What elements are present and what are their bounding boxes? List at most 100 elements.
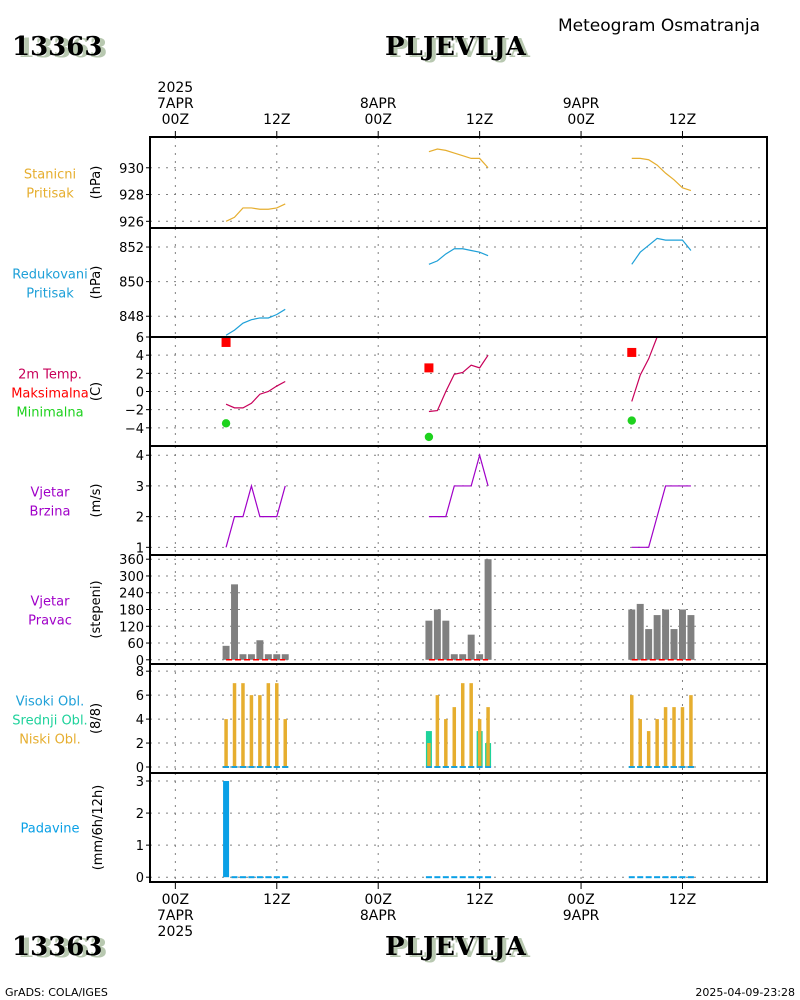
bar-vjetar-pravac [662,609,670,660]
panel-label: Visoki Obl. [16,695,84,710]
bar-niski-obl- [646,731,651,768]
bar-vjetar-pravac [281,654,289,660]
y-tick-label: 6 [136,331,144,346]
bar-vjetar-pravac [256,640,264,660]
y-tick-label: 0 [136,871,144,886]
bar-vjetar-pravac [484,559,492,660]
series-line-2m-temp- [428,354,489,413]
x-tick-label-bottom: 00Z [162,892,189,908]
bar-padavine [223,781,230,878]
bar-niski-obl- [672,707,676,768]
bar-niski-obl- [469,683,473,768]
unit-label: (stepeni) [89,580,104,638]
x-tick-label-top: 12Z [669,112,696,128]
bar-vjetar-pravac [222,645,230,660]
x-tick-label-bottom: 7APR [157,908,194,924]
y-tick-label: 1 [136,541,144,556]
series-line-vjetar-brzina [631,485,691,548]
header: 13363 13363 PLJEVLJA PLJEVLJA Meteogram … [12,16,760,64]
y-tick-label: 4 [136,449,144,464]
series-line-stanicni-pritisak [225,203,286,222]
x-tick-label-top: 12Z [263,112,290,128]
x-tick-label-top: 2025 [158,80,194,96]
bar-vjetar-pravac [433,609,441,660]
y-tick-label: 926 [119,215,144,230]
unit-label: (m/s) [89,484,104,518]
y-tick-label: 3 [136,775,144,790]
marker-tmin [627,416,636,425]
x-tick-label-bottom: 9APR [563,908,600,924]
series-line-2m-temp- [631,336,658,402]
panel-cloud-cover: 0 2 4 6 8 Visoki Obl. Srednji Obl. Niski Obl. (8… [12,663,768,776]
marker-tmin [221,419,231,428]
timestamp: 2025-04-09-23:28 [695,986,795,999]
panel-label: Pravac [28,614,72,629]
x-tick-label-top: 00Z [567,112,594,128]
bar-niski-obl- [460,683,465,768]
panels: 926 928 930 Stanicni Pritisak (hPa) 848 850 852 R… [11,136,768,886]
bar-vjetar-pravac [628,609,636,660]
panel-precipitation: 0 1 2 3 Padavine (mm/6h/12h) [21,772,768,886]
bar-niski-obl- [232,683,237,768]
panel-label: Vjetar [31,486,71,501]
bar-niski-obl- [266,683,271,768]
x-tick-label-top: 12Z [466,112,493,128]
panel-label: Padavine [21,822,80,837]
panel-temperature: −4 −2 0 2 4 6 2m Temp. Maksimalna Minimalna (C) [11,331,768,447]
x-tick-label-bottom: 12Z [263,892,290,908]
bar-vjetar-pravac [264,654,272,660]
bar-vjetar-pravac [653,615,661,660]
y-tick-label: 8 [136,665,144,680]
panel-label: Stanicni [24,168,76,183]
station-name-shadow: PLJEVLJA [389,34,531,64]
marker-tmax [221,337,231,347]
y-tick-label: 2 [136,511,144,526]
bar-niski-obl- [680,707,685,768]
y-tick-label: 0 [136,761,144,776]
y-tick-label: −2 [125,404,144,419]
panel-label: Brzina [30,505,71,520]
marker-tmax [627,347,637,357]
panel-reduced-pressure: 848 850 852 Redukovani Pritisak (hPa) [12,227,768,338]
bar-niski-obl- [224,719,228,768]
bar-vjetar-pravac [467,634,475,660]
y-tick-label: 2 [136,737,144,752]
x-tick-label-top: 7APR [157,96,194,112]
bar-niski-obl- [249,695,254,768]
y-tick-label: 4 [136,713,144,728]
y-tick-label: 2 [136,807,144,822]
bar-vjetar-pravac [239,654,247,660]
panel-label: 2m Temp. [18,368,82,383]
x-tick-label-top: 8APR [360,96,397,112]
panel-label: Pritisak [26,287,74,302]
bar-niski-obl- [655,719,659,768]
panel-frame [149,136,768,229]
panel-label: Vjetar [31,595,71,610]
bar-vjetar-pravac [679,609,686,660]
bar-vjetar-pravac [247,654,255,660]
y-tick-label: 300 [119,570,144,585]
panel-frame [149,336,768,447]
station-name: PLJEVLJA [385,32,527,62]
bar-niski-obl- [630,695,634,768]
series-line-redukovani-pritisak [225,308,286,336]
bar-vjetar-pravac [425,620,433,660]
panel-frame [149,227,768,338]
marker-tmin [424,432,434,442]
product-title: Meteogram Osmatranja [558,16,760,36]
bar-vjetar-pravac [476,654,484,660]
y-tick-label: 120 [119,620,144,635]
bar-vjetar-pravac [450,654,458,660]
y-tick-label: 4 [136,349,144,364]
series-line-stanicni-pritisak [631,157,692,192]
footer-station-name-shadow: PLJEVLJA [389,934,531,964]
y-tick-label: 240 [119,587,144,602]
series-line-vjetar-brzina [225,483,286,548]
bar-vjetar-pravac [636,603,644,660]
panel-label: Maksimalna [11,387,89,402]
y-tick-label: 1 [136,839,144,854]
